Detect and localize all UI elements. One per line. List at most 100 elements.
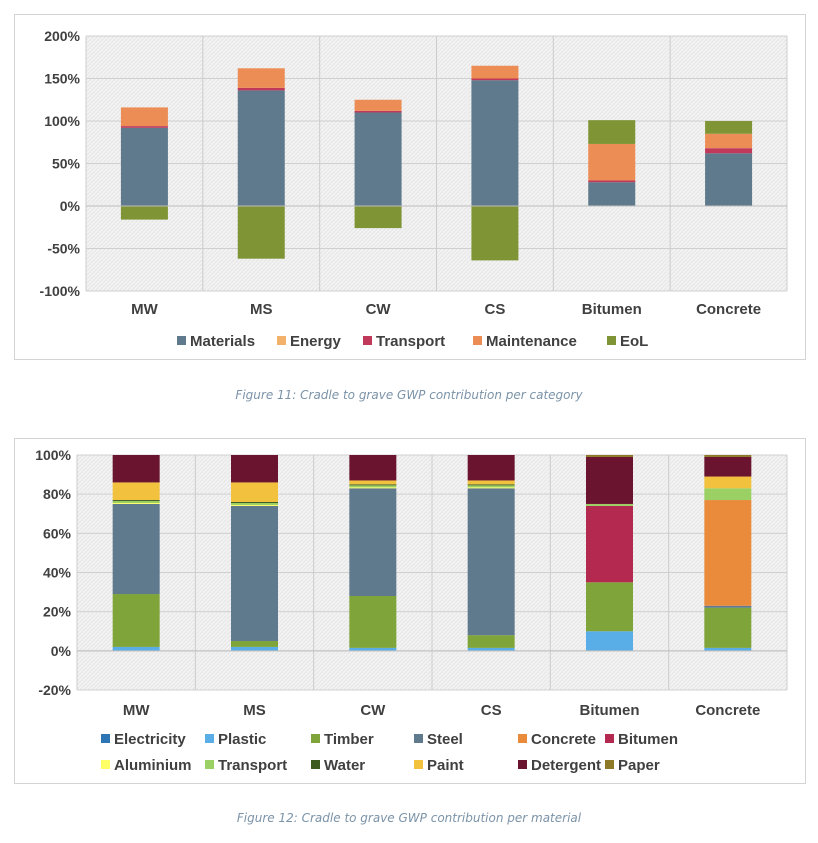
bar-ms-eol	[237, 206, 285, 259]
bar-bitumen-paper	[586, 455, 633, 457]
bar-bitumen-eol	[588, 120, 636, 144]
bar-cw-timber	[349, 596, 397, 648]
bar-cw-materials	[354, 112, 402, 206]
bar-concrete-transport	[705, 148, 753, 154]
bar-mw-steel	[112, 503, 160, 595]
bar-ms-transport	[237, 87, 285, 91]
legend-swatch-transport	[205, 760, 214, 769]
legend-swatch-transport	[363, 336, 372, 345]
bar-bitumen-detergent	[586, 456, 633, 504]
legend-swatch-materials	[177, 336, 186, 345]
bar-cs-detergent	[467, 455, 515, 481]
legend-swatch-maintenance	[473, 336, 482, 345]
bar-cw-transport	[354, 110, 402, 113]
bar-concrete-eol	[705, 121, 753, 134]
y-tick-label: 0%	[60, 198, 81, 214]
figure12-caption: Figure 12: Cradle to grave GWP contribut…	[236, 811, 582, 825]
bar-bitumen-bitumen	[586, 505, 633, 583]
bar-ms-water	[231, 502, 278, 503]
y-tick-label: -20%	[38, 682, 71, 698]
bar-bitumen-plastic	[586, 631, 633, 651]
legend-swatch-paper	[605, 760, 614, 769]
bar-cs-maintenance	[471, 65, 519, 79]
x-category-label: CW	[360, 702, 386, 719]
bar-concrete-timber	[704, 607, 752, 648]
bar-bitumen-transport	[588, 180, 636, 183]
bar-mw-paint	[112, 482, 160, 501]
bar-ms-aluminium	[231, 504, 278, 506]
legend-label-paper: Paper	[618, 757, 660, 774]
x-category-label: MW	[131, 301, 158, 318]
bar-mw-eol	[120, 206, 168, 220]
y-tick-label: 40%	[43, 565, 72, 581]
bar-cw-water	[349, 484, 397, 486]
legend-label-water: Water	[324, 757, 365, 774]
bar-mw-detergent	[112, 455, 160, 483]
chart2-frame: -20% 0% 20% 40% 60% 80% 100% MW MS CW CS Bitumen Con…	[14, 438, 806, 784]
bar-ms-plastic	[231, 646, 278, 651]
y-tick-label: -100%	[40, 283, 81, 299]
bar-cw-transport	[349, 485, 397, 488]
bar-concrete-detergent	[704, 456, 752, 477]
y-tick-label: 50%	[52, 156, 81, 172]
bar-mw-maintenance	[120, 107, 168, 127]
y-tick-label: -50%	[47, 241, 80, 257]
y-tick-label: 100%	[44, 113, 80, 129]
legend-label-energy: Energy	[290, 333, 342, 350]
bar-mw-transport	[112, 501, 160, 503]
legend-label-plastic: Plastic	[218, 731, 266, 748]
legend-swatch-water	[311, 760, 320, 769]
bar-bitumen-materials	[588, 182, 636, 206]
bar-cs-paint	[467, 480, 515, 485]
legend-label-aluminium: Aluminium	[114, 757, 192, 774]
bar-ms-materials	[237, 90, 285, 206]
bar-concrete-transport	[704, 488, 752, 501]
bar-ms-transport	[231, 502, 278, 505]
legend-swatch-aluminium	[101, 760, 110, 769]
x-category-label: MW	[123, 702, 150, 719]
bar-ms-steel	[231, 505, 278, 642]
bar-bitumen-transport	[586, 503, 633, 506]
bar-cs-plastic	[467, 647, 515, 651]
bar-cw-plastic	[349, 647, 397, 651]
x-category-label: CW	[366, 301, 392, 318]
bar-concrete-concrete	[704, 500, 752, 606]
bar-mw-materials	[120, 127, 168, 206]
x-category-label: Concrete	[696, 301, 761, 318]
legend-label-eol: EoL	[620, 333, 648, 350]
bar-cs-water	[467, 484, 515, 486]
bar-cw-maintenance	[354, 99, 402, 111]
bar-mw-plastic	[112, 646, 160, 651]
legend-swatch-detergent	[518, 760, 527, 769]
bar-concrete-paint	[704, 476, 752, 489]
legend-swatch-energy	[277, 336, 286, 345]
bar-mw-aluminium	[112, 502, 160, 504]
legend-label-materials: Materials	[190, 333, 255, 350]
bar-concrete-paper	[704, 455, 752, 457]
legend-label-concrete: Concrete	[531, 731, 596, 748]
x-category-label: Concrete	[695, 702, 760, 719]
x-category-label: Bitumen	[580, 702, 640, 719]
legend-label-timber: Timber	[324, 731, 374, 748]
bar-ms-paint	[231, 482, 278, 502]
bar-cs-transport	[471, 78, 519, 81]
legend-swatch-electricity	[101, 734, 110, 743]
bar-cw-detergent	[349, 455, 397, 481]
chart2-svg: -20% 0% 20% 40% 60% 80% 100% MW MS CW CS Bitumen Con…	[35, 447, 788, 774]
y-tick-label: 200%	[44, 28, 80, 44]
y-tick-label: 0%	[51, 643, 72, 659]
y-tick-label: 80%	[43, 486, 72, 502]
legend-label-paint: Paint	[427, 757, 464, 774]
y-tick-label: 60%	[43, 525, 72, 541]
legend-label-bitumen: Bitumen	[618, 731, 678, 748]
bar-concrete-steel	[704, 605, 752, 608]
bar-ms-timber	[231, 641, 278, 647]
bar-cs-materials	[471, 80, 519, 206]
legend-label-steel: Steel	[427, 731, 463, 748]
legend-swatch-eol	[607, 336, 616, 345]
bar-mw-water	[112, 500, 160, 502]
figure11-caption: Figure 11: Cradle to grave GWP contribut…	[235, 388, 583, 402]
legend-swatch-concrete	[518, 734, 527, 743]
x-category-label: MS	[250, 301, 273, 318]
bar-cw-aluminium	[349, 487, 397, 489]
